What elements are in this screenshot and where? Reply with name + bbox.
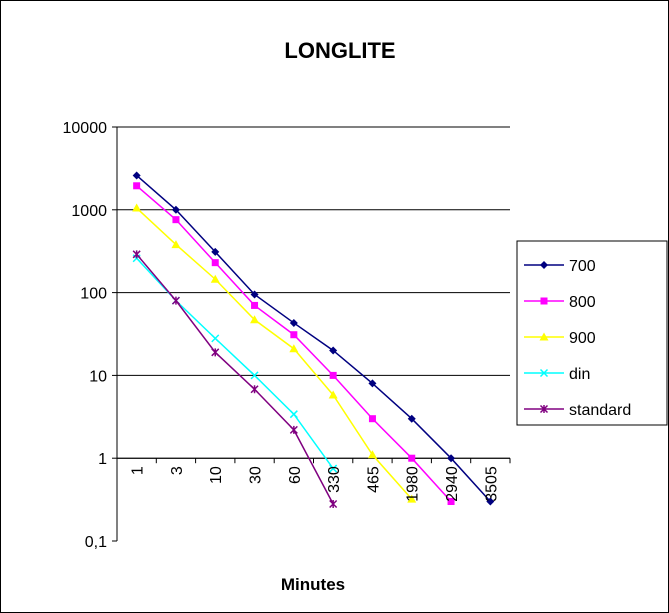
data-point: [368, 415, 376, 423]
x-tick-label: 2940: [444, 466, 461, 502]
x-tick-label: 330: [326, 466, 343, 493]
data-point: [211, 247, 220, 256]
data-point: [407, 414, 416, 423]
y-tick-label: 100: [80, 286, 107, 303]
data-point: [250, 290, 259, 299]
legend-label: din: [569, 366, 590, 383]
data-point: [210, 274, 220, 283]
chart-title: LONGLITE: [284, 38, 395, 63]
data-point: [408, 454, 416, 462]
data-point: [250, 371, 259, 380]
data-point: [171, 240, 181, 249]
data-point: [289, 318, 298, 327]
series-800: [133, 182, 455, 505]
data-point: [211, 334, 220, 343]
data-point: [250, 315, 260, 324]
data-point: [171, 296, 180, 305]
data-point: [251, 301, 259, 309]
x-tick-label: 3: [169, 466, 186, 475]
series-layer: [132, 171, 495, 509]
series-900: [132, 203, 417, 503]
legend-swatch-marker: [540, 297, 548, 305]
legend-label: 700: [569, 258, 596, 275]
series-700: [132, 171, 495, 506]
data-point: [328, 390, 338, 399]
y-tick-label: 0,1: [85, 534, 107, 551]
tick-label-layer: 0,1 1 10 100 1000 10000 1 3 10 30 60 330 465 1980 2940…: [63, 120, 501, 551]
legend-swatch-marker: [539, 404, 549, 414]
x-tick-label: 60: [287, 466, 304, 484]
legend-label: 900: [569, 330, 596, 347]
legend-swatch-marker: [539, 332, 549, 341]
data-point: [133, 182, 141, 190]
data-point: [289, 344, 299, 353]
x-tick-label: 10: [208, 466, 225, 484]
data-point: [132, 250, 141, 259]
grid-layer: [117, 126, 510, 459]
x-tick-label: 30: [248, 466, 265, 484]
data-point: [289, 425, 298, 434]
series-line: [136, 207, 413, 500]
x-tick-label: 3505: [483, 466, 500, 502]
legend-swatch-marker: [540, 261, 548, 269]
y-tick-label: 10: [89, 368, 107, 385]
data-point: [250, 385, 259, 394]
x-tick-label: 1: [130, 466, 147, 475]
data-point: [132, 171, 141, 180]
plot-area: [117, 127, 510, 541]
data-point: [290, 331, 298, 339]
series-line: [136, 253, 334, 505]
legend-box: [516, 240, 668, 426]
data-point: [447, 497, 455, 505]
data-point: [329, 464, 338, 473]
data-point: [171, 205, 180, 214]
data-point: [132, 203, 142, 212]
x-tick-label: 1980: [405, 466, 422, 502]
data-point: [407, 494, 417, 503]
data-point: [172, 216, 180, 224]
data-point: [486, 497, 495, 506]
data-point: [329, 346, 338, 355]
legend: 700 800 900 din standard: [516, 240, 668, 426]
data-point: [211, 259, 219, 267]
data-point: [211, 348, 220, 357]
data-point: [329, 499, 338, 509]
legend-swatch-marker: [539, 368, 549, 378]
data-point: [447, 454, 456, 463]
axis-layer: [112, 126, 511, 542]
y-tick-label: 10000: [63, 120, 108, 137]
y-tick-label: 1: [98, 451, 107, 468]
legend-label: 800: [569, 294, 596, 311]
x-tick-label: 465: [365, 466, 382, 493]
series-line: [136, 174, 491, 502]
y-tick-label: 1000: [71, 203, 107, 220]
data-point: [368, 379, 377, 388]
legend-label: standard: [569, 402, 631, 419]
data-point: [329, 371, 337, 379]
data-point: [289, 410, 298, 419]
series-standard: [132, 250, 338, 509]
data-point: [367, 450, 377, 459]
x-axis-title: Minutes: [281, 575, 345, 594]
